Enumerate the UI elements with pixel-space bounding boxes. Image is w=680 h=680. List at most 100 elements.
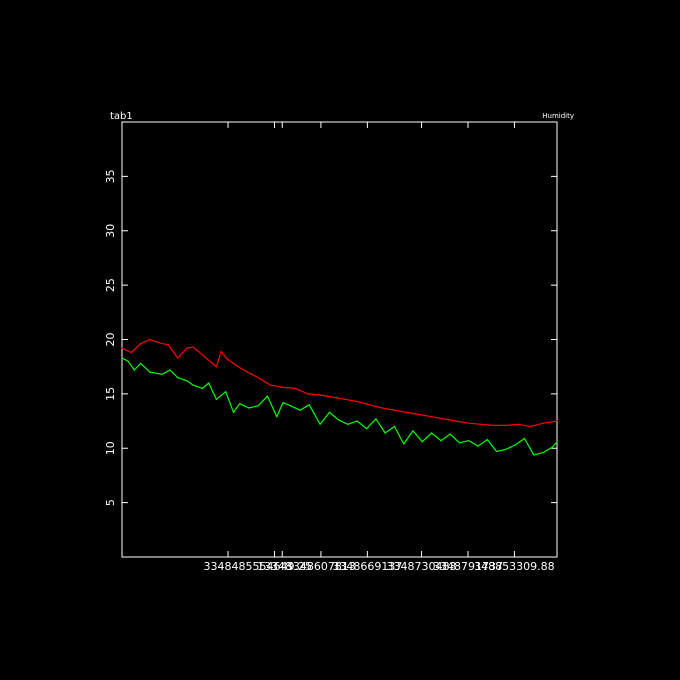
data-point <box>133 369 135 371</box>
data-point <box>551 446 554 448</box>
chart-subtitle: Humidity <box>542 112 574 120</box>
data-point <box>319 423 321 425</box>
data-point <box>375 418 377 420</box>
data-point <box>542 452 544 454</box>
data-point <box>412 430 414 432</box>
data-point <box>431 432 433 434</box>
data-point <box>215 366 217 368</box>
x-tick-label: 3348485 <box>204 560 253 573</box>
x-tick-label: 3348607813 <box>286 560 356 573</box>
data-point <box>232 411 235 413</box>
data-point <box>239 403 241 405</box>
x-tick-label: 3348791737 <box>433 560 503 573</box>
data-point <box>319 394 321 396</box>
data-point <box>468 422 470 424</box>
data-point <box>458 442 461 444</box>
data-point <box>517 423 519 425</box>
data-point <box>282 386 284 388</box>
data-point <box>270 384 272 386</box>
y-tick-label: 5 <box>104 499 117 506</box>
data-point <box>505 424 507 426</box>
data-point <box>381 407 383 409</box>
data-point <box>431 416 433 418</box>
data-point <box>127 360 129 362</box>
data-point <box>208 382 210 384</box>
data-point <box>257 377 259 379</box>
data-point <box>449 433 451 435</box>
data-point <box>477 445 479 447</box>
data-point <box>556 441 558 443</box>
y-tick-label: 25 <box>104 278 117 292</box>
data-point <box>505 448 507 450</box>
data-point <box>215 398 217 400</box>
data-point <box>140 362 142 364</box>
data-point <box>347 423 349 425</box>
data-point <box>480 423 482 425</box>
y-tick-label: 10 <box>104 441 117 455</box>
data-point <box>455 420 457 422</box>
data-point <box>468 440 470 442</box>
data-point <box>266 395 269 397</box>
axes: 5 10 15 20 25 30 35 3348485 13348554649.25334860… <box>104 122 557 573</box>
data-point <box>523 437 526 440</box>
data-point <box>167 344 169 346</box>
data-point <box>307 393 309 395</box>
data-point <box>192 346 194 348</box>
data-point <box>236 365 238 367</box>
data-point <box>369 404 371 406</box>
chart-title: tab1 <box>110 111 133 122</box>
data-point <box>201 387 204 389</box>
y-tick-label: 15 <box>104 387 117 401</box>
data-point <box>226 358 228 360</box>
data-point <box>542 422 544 424</box>
data-point <box>308 404 310 406</box>
data-point <box>406 411 408 413</box>
x-tick-label: 348853309.88 <box>474 560 554 573</box>
data-point <box>393 425 396 428</box>
data-point <box>121 347 123 349</box>
data-point <box>282 402 284 404</box>
data-point <box>530 425 532 428</box>
data-point <box>140 343 142 345</box>
data-point <box>421 441 423 443</box>
data-point <box>356 420 358 422</box>
data-point <box>418 413 420 416</box>
data-point <box>440 440 442 442</box>
data-point <box>299 409 301 411</box>
data-point <box>492 424 495 426</box>
data-point <box>393 409 396 411</box>
x-tick-label: 13348 <box>257 560 292 573</box>
data-point <box>246 371 248 373</box>
x-tick-label: 554649.25 <box>252 560 312 573</box>
x-tick-label: 3348730483 <box>387 560 457 573</box>
data-point <box>344 398 346 400</box>
data-point <box>225 391 227 393</box>
x-tick-label: 3348669137 <box>332 560 402 573</box>
data-point <box>220 350 222 353</box>
data-point <box>443 418 445 420</box>
data-point <box>186 380 188 382</box>
data-point <box>177 377 179 379</box>
data-point <box>384 432 386 434</box>
data-point <box>294 387 296 389</box>
data-point <box>169 369 171 371</box>
data-point <box>496 450 498 453</box>
data-point <box>161 373 163 375</box>
data-point <box>257 405 259 407</box>
y-tick-label: 35 <box>104 169 117 183</box>
data-point <box>486 439 488 441</box>
data-point <box>556 420 558 422</box>
data-point <box>121 357 123 359</box>
y-tick-label: 20 <box>104 333 117 347</box>
data-point <box>514 444 516 446</box>
data-point <box>276 416 278 418</box>
data-point <box>158 342 160 344</box>
data-point <box>149 371 151 373</box>
data-point <box>328 411 330 413</box>
data-point <box>130 351 132 354</box>
data-point <box>331 396 334 398</box>
series-layer <box>121 338 558 456</box>
data-point <box>338 419 340 421</box>
data-point <box>186 347 188 349</box>
